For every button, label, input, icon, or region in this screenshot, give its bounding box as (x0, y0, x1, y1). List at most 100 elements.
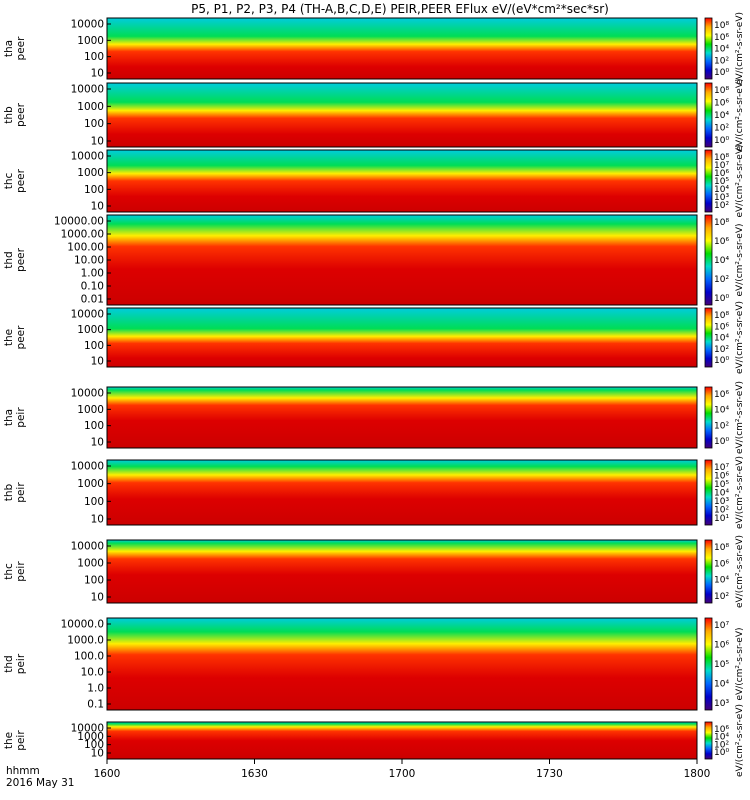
panel-label: peer (15, 36, 27, 61)
colorbar-tick-label: 10⁶ (714, 169, 729, 179)
colorbar-tick-label: 10⁰ (714, 294, 729, 304)
colorbar-unit-label: eV/(cm²-s-sr-eV) (735, 12, 745, 85)
y-tick-label: 1.0 (87, 683, 104, 695)
y-tick-label: 1000 (77, 167, 104, 179)
colorbar (704, 386, 713, 449)
colorbar-tick-label: 10⁵ (714, 177, 729, 187)
panel-label: thd (3, 655, 15, 672)
spectrogram-image (107, 150, 697, 212)
spectrogram-image (107, 18, 697, 79)
y-tick-label: 100.0 (74, 651, 104, 663)
y-tick-label: 10.00 (74, 255, 104, 267)
y-tick-label: 100 (84, 184, 104, 196)
colorbar-tick-label: 10³ (714, 193, 729, 203)
panel-tha-peir: 10000 1000 100 10 tha peir 10⁶ 10⁴ 10² 10⁰ eV/(cm²… (3, 381, 745, 454)
y-tick-label: 10000 (71, 461, 104, 473)
y-tick-label: 10 (91, 68, 104, 80)
y-tick-label: 10 (91, 748, 104, 760)
colorbar-tick-label: 10⁴ (714, 733, 729, 743)
colorbar-unit-label: eV/(cm²-s-sr-eV) (735, 456, 745, 529)
colorbar-tick-label: 10² (714, 592, 729, 602)
panel-label: peir (15, 561, 27, 582)
y-tick-label: 0.1 (87, 699, 104, 711)
panel-thc-peer: 10000 1000 100 10 thc peer 10⁸10⁷10⁶10⁵10⁴10³1… (3, 144, 745, 217)
x-tick-label: 1600 (94, 768, 121, 780)
colorbar-unit-label: eV/(cm²-s-sr-eV) (735, 78, 745, 151)
panel-thd-peir: 10000.0 1000.0 100.0 10.0 1.0 0.1 thd peir 10⁷ 10… (3, 617, 745, 711)
y-tick-label: 1000 (77, 324, 104, 336)
colorbar-tick-label: 10⁶ (714, 559, 729, 569)
y-tick-label: 10000 (71, 84, 104, 96)
colorbar (704, 539, 713, 604)
colorbar-tick-label: 10⁵ (714, 660, 729, 670)
plot-frame (106, 617, 698, 711)
y-tick-label: 100 (84, 496, 104, 508)
colorbar-tick-label: 10² (714, 740, 729, 750)
y-tick-label: 1000 (77, 558, 104, 570)
colorbar-tick-label: 10⁸ (714, 311, 729, 321)
colorbar-tick-label: 10⁰ (714, 748, 729, 758)
colorbar (704, 82, 713, 148)
colorbar-tick-label: 10⁰ (714, 68, 729, 78)
figure-title: P5, P1, P2, P3, P4 (TH-A,B,C,D,E) PEIR,P… (191, 2, 609, 16)
colorbar (704, 617, 713, 711)
panel-label: tha (3, 40, 15, 57)
colorbar-tick-label: 10⁴ (714, 576, 729, 586)
y-tick-label: 10000 (71, 151, 104, 163)
y-tick-label: 100 (84, 51, 104, 63)
x-tick-label: 1730 (536, 768, 563, 780)
y-tick-label: 10 (91, 514, 104, 526)
plot-frame (106, 82, 698, 148)
colorbar-tick-label: 10³ (714, 497, 729, 507)
spectrogram-image (107, 540, 697, 603)
colorbar-tick-label: 10⁶ (714, 641, 729, 651)
colorbar (704, 149, 713, 213)
panel-label: tha (3, 409, 15, 426)
panel-label: peer (15, 247, 27, 272)
y-tick-label: 100 (84, 575, 104, 587)
colorbar-tick-label: 10⁴ (714, 334, 729, 344)
colorbar-tick-label: 10⁶ (714, 237, 729, 247)
y-tick-label: 10 (91, 437, 104, 449)
y-tick-label: 100 (84, 739, 104, 751)
colorbar-unit-label: eV/(cm²-s-sr-eV) (735, 627, 745, 700)
spectrogram-image (107, 387, 697, 448)
colorbar-unit-label: eV/(cm²-s-sr-eV) (735, 301, 745, 374)
panel-thb-peer: 10000 1000 100 10 thb peer 10⁸ 10⁶ 10⁴ 10² 10⁰ eV/(… (3, 78, 745, 151)
y-tick-label: 1000 (77, 404, 104, 416)
colorbar-tick-label: 10² (714, 56, 729, 66)
plot-frame (106, 17, 698, 80)
colorbar-tick-label: 10⁷ (714, 161, 729, 171)
colorbar (704, 307, 713, 368)
time-axis: 1600 1630 1700 1730 1800 (94, 759, 710, 780)
colorbar-tick-label: 10² (714, 345, 729, 355)
y-tick-label: 10000.00 (54, 216, 104, 228)
panel-label: thb (3, 106, 15, 124)
y-tick-label: 100 (84, 420, 104, 432)
panel-label: peer (15, 102, 27, 127)
colorbar-unit-label: eV/(cm²-s-sr-eV) (735, 144, 745, 217)
y-tick-label: 10 (91, 201, 104, 213)
plot-frame (106, 386, 698, 449)
plot-frame (106, 307, 698, 368)
colorbar-tick-label: 10² (714, 124, 729, 134)
panel-label: peir (15, 407, 27, 428)
y-tick-label: 10 (91, 356, 104, 368)
panel-label: the (3, 732, 15, 749)
colorbar-tick-label: 10⁶ (714, 472, 729, 482)
x-tick-label: 1630 (241, 768, 268, 780)
y-tick-label: 1000 (77, 731, 104, 743)
panel-label: peer (15, 325, 27, 350)
spectrogram-image (107, 618, 697, 710)
colorbar-unit-label: eV/(cm²-s-sr-eV) (735, 223, 745, 296)
colorbar (704, 214, 713, 306)
y-tick-label: 1000.00 (61, 229, 104, 241)
colorbar (704, 17, 713, 80)
plot-frame (106, 539, 698, 604)
colorbar-tick-label: 10⁵ (714, 480, 729, 490)
panel-label: thc (3, 173, 15, 190)
colorbar (704, 721, 713, 760)
panel-label: thd (3, 251, 15, 268)
